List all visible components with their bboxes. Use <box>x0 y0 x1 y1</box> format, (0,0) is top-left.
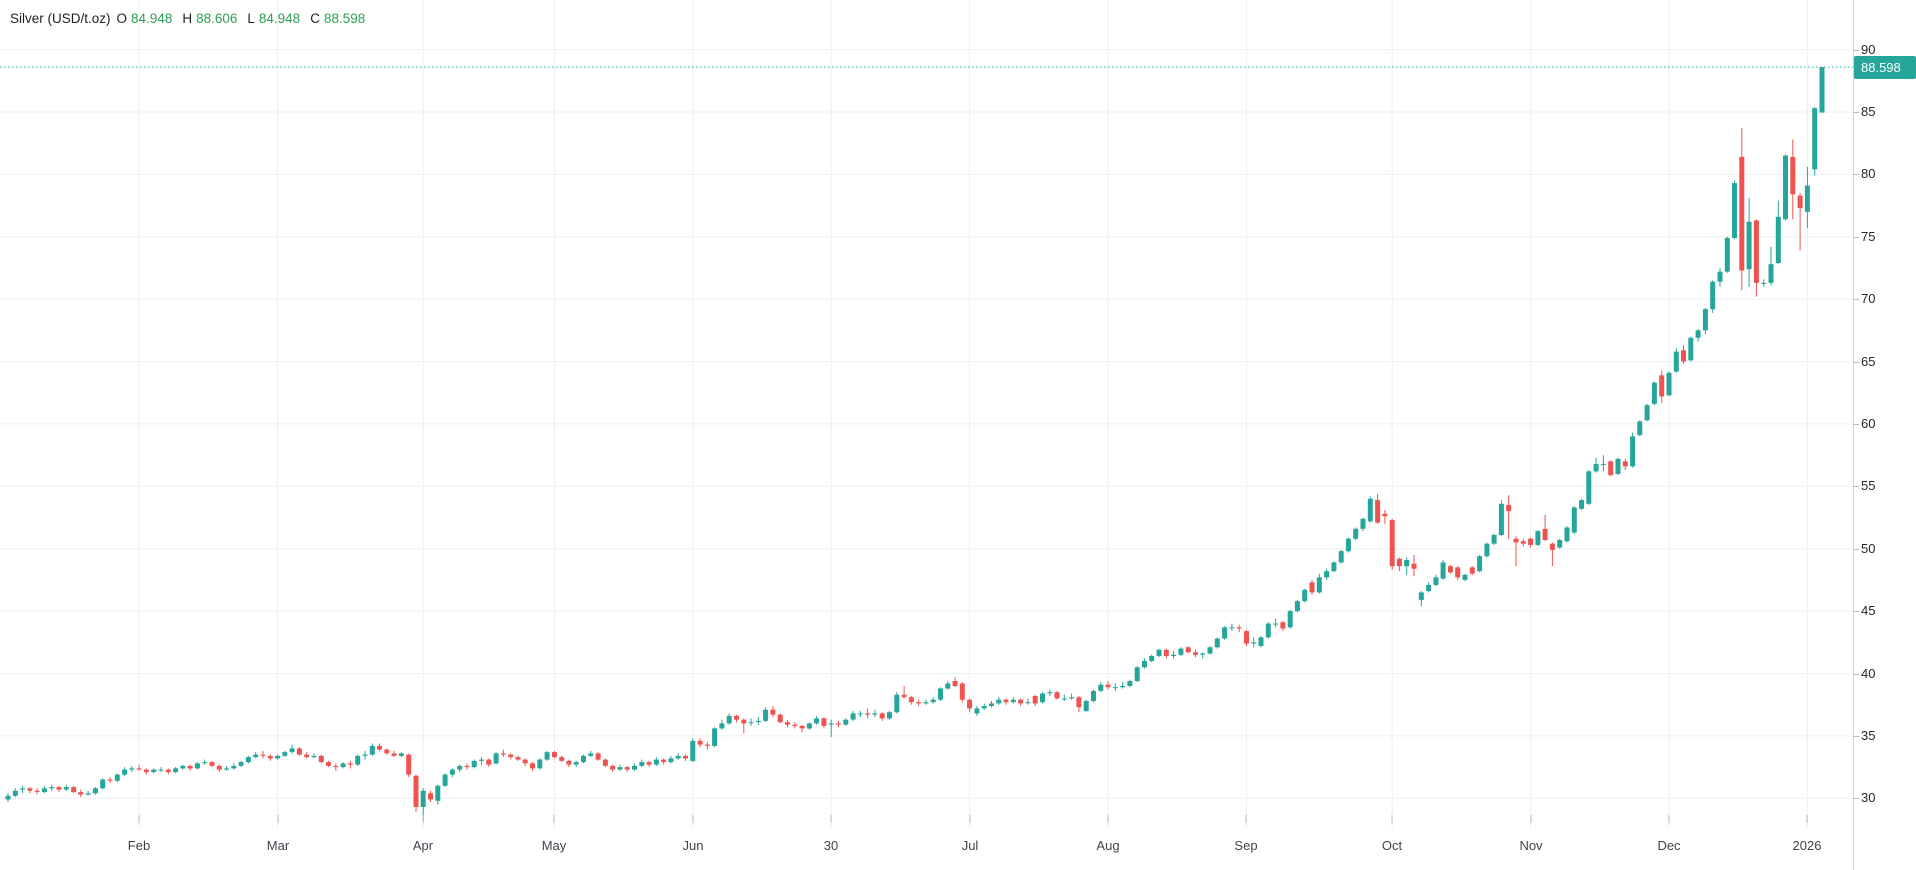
price-axis-tick <box>1854 736 1859 737</box>
price-axis-label: 55 <box>1861 478 1876 494</box>
current-price-label: 88.598 <box>1854 56 1916 79</box>
price-axis-tick <box>1854 549 1859 550</box>
chart-legend: Silver (USD/t.oz) O 84.948 H 88.606 L 84.948 C 8… <box>10 11 369 26</box>
time-axis-label: Oct <box>1381 838 1403 853</box>
price-axis-tick <box>1854 486 1859 487</box>
time-axis-label: 2026 <box>1792 838 1822 853</box>
price-axis-tick <box>1854 798 1859 799</box>
time-axis-tick <box>422 815 424 823</box>
price-axis-label: 50 <box>1861 540 1876 556</box>
time-axis-label: Mar <box>266 838 290 853</box>
time-axis-tick <box>692 815 694 823</box>
price-axis-label: 85 <box>1861 103 1876 119</box>
time-axis-label: Aug <box>1096 838 1120 853</box>
low-value: 84.948 <box>258 11 301 26</box>
price-axis-label: 45 <box>1861 603 1876 619</box>
time-axis-tick <box>1668 815 1670 823</box>
time-axis-tick <box>1806 815 1808 823</box>
time-axis-tick <box>138 815 140 823</box>
open-label: O <box>116 11 128 26</box>
time-axis-tick <box>1245 815 1247 823</box>
open-value: 84.948 <box>131 11 173 26</box>
time-axis-tick <box>1391 815 1393 823</box>
time-axis-label: Jul <box>961 838 979 853</box>
time-axis-tick <box>553 815 555 823</box>
close-label: C <box>310 11 320 26</box>
time-axis-tick <box>969 815 971 823</box>
close-value: 88.598 <box>323 11 366 26</box>
time-axis-label: Jun <box>682 838 704 853</box>
price-axis-tick <box>1854 299 1859 300</box>
time-axis-label: Sep <box>1234 838 1258 853</box>
price-axis-tick <box>1854 112 1859 113</box>
time-axis-label: May <box>541 838 567 853</box>
price-axis-label: 90 <box>1861 41 1876 57</box>
time-axis-label: Nov <box>1519 838 1543 853</box>
time-axis-tick <box>1530 815 1532 823</box>
price-axis-label: 70 <box>1861 291 1876 307</box>
price-axis[interactable]: 30 35 40 45 50 55 60 65 70 75 80 85 90 <box>1853 0 1916 870</box>
price-axis-label: 80 <box>1861 166 1876 182</box>
candles-group <box>5 67 1825 821</box>
time-axis-tick <box>277 815 279 823</box>
price-axis-label: 75 <box>1861 228 1876 244</box>
price-axis-tick <box>1854 424 1859 425</box>
price-axis-tick <box>1854 362 1859 363</box>
time-axis-label: 30 <box>823 838 839 853</box>
price-axis-label: 60 <box>1861 415 1876 431</box>
price-axis-label: 65 <box>1861 353 1876 369</box>
time-axis[interactable]: Feb Mar Apr May Jun 30 Jul Aug Sep Oct Nov Dec 2026 <box>0 815 1853 870</box>
price-axis-tick <box>1854 50 1859 51</box>
price-axis-label: 35 <box>1861 727 1876 743</box>
time-axis-label: Dec <box>1657 838 1681 853</box>
price-axis-tick <box>1854 674 1859 675</box>
time-axis-label: Apr <box>412 838 434 853</box>
price-axis-tick <box>1854 174 1859 175</box>
high-value: 88.606 <box>196 11 238 26</box>
price-axis-label: 30 <box>1861 790 1876 806</box>
time-axis-label: Feb <box>127 838 151 853</box>
high-label: H <box>182 11 193 26</box>
price-axis-label: 40 <box>1861 665 1876 681</box>
price-axis-tick <box>1854 611 1859 612</box>
low-label: L <box>247 11 255 26</box>
price-axis-tick <box>1854 237 1859 238</box>
time-axis-tick <box>830 815 832 823</box>
time-axis-tick <box>1107 815 1109 823</box>
instrument-title: Silver (USD/t.oz) <box>10 11 111 26</box>
